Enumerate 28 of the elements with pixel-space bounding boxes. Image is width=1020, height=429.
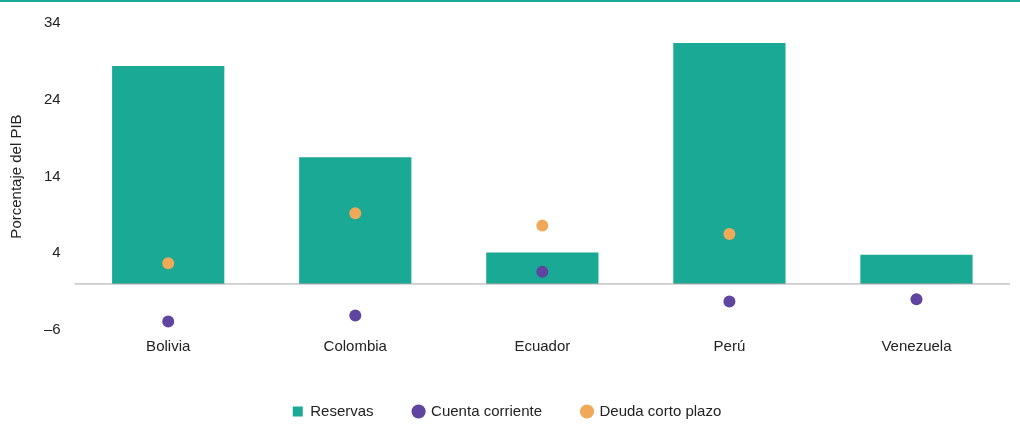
point [162,257,175,270]
legend-label: Deuda corto plazo [599,401,722,419]
point [162,315,175,328]
point [536,219,549,232]
point [910,293,923,306]
x-tick-label: Ecuador [514,337,571,355]
point [723,228,736,241]
x-tick-label: Colombia [323,337,388,355]
y-tick-label: 24 [44,89,61,107]
point [349,207,362,220]
bar [486,252,599,284]
y-tick-label: –6 [44,320,61,338]
x-tick-label: Bolivia [146,337,191,355]
y-tick-label: 4 [52,243,61,261]
point [723,295,736,308]
point [536,265,549,278]
bar [112,65,225,284]
y-tick-label: 14 [44,166,61,184]
point [349,309,362,322]
legend-label: Reservas [310,401,374,419]
x-tick-label: Venezuela [881,337,953,355]
bar [299,157,412,284]
bar [860,254,973,284]
bar [673,42,786,284]
legend-label: Cuenta corriente [431,401,543,419]
y-axis-title: Porcentaje del PIB [7,114,25,239]
x-tick-label: Perú [713,337,746,355]
y-tick-label: 34 [44,13,61,31]
